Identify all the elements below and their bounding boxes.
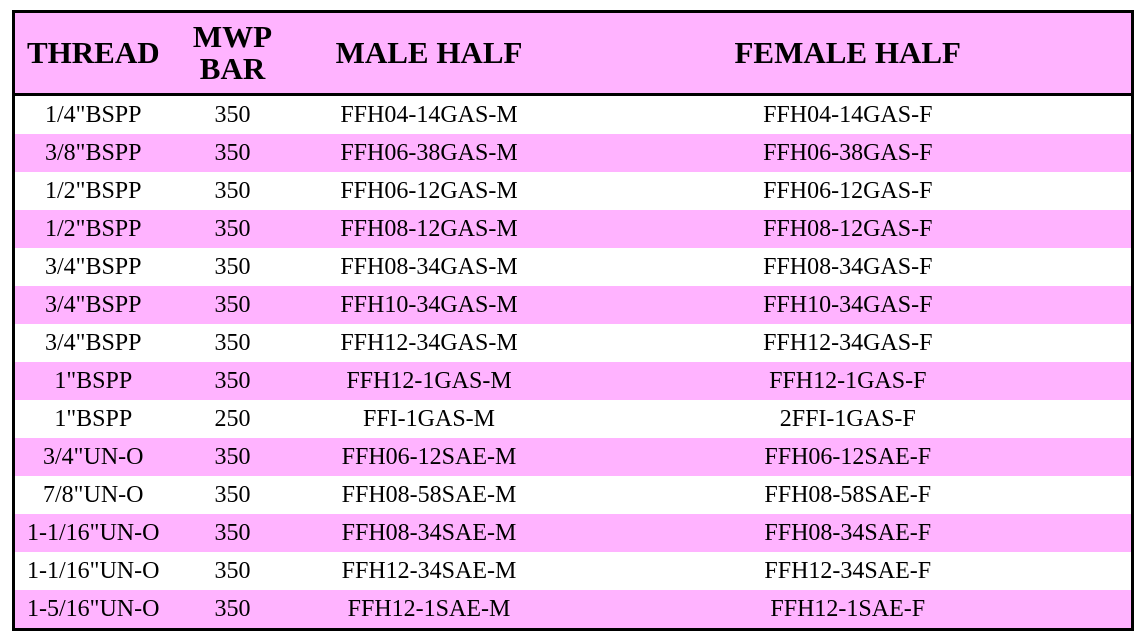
table-row: 1/2"BSPP 350 FFH08-12GAS-M FFH08-12GAS-F — [13, 210, 1133, 248]
header-cell: FEMALE HALF — [564, 11, 1133, 96]
table-cell: 2FFI-1GAS-F — [779, 405, 916, 432]
table-cell: FFH10-34GAS-M — [293, 286, 565, 324]
table-row: 1/4"BSPP 350 FFH04-14GAS-M FFH04-14GAS-F — [14, 95, 1133, 135]
table-cell: 1"BSPP — [54, 405, 133, 432]
table-cell: 1/2"BSPP — [13, 210, 172, 248]
table-cell: 350 — [214, 253, 251, 280]
table-cell: 350 — [171, 286, 294, 324]
fitting-table: THREAD MWP BAR MALE HALF FEMALE HALF 1/4"BS… — [12, 10, 1134, 631]
table-cell: FFH08-12GAS-F — [564, 210, 1133, 248]
table-row: 3/4"UN-O 350 FFH06-12SAE-M FFH06-12SAE-F — [13, 438, 1133, 476]
table-row: 1-1/16"UN-O 350 FFH12-34SAE-M FFH12-34SAE-F — [14, 552, 1133, 590]
table-row: 1-1/16"UN-O 350 FFH08-34SAE-M FFH08-34SAE-F — [13, 514, 1133, 552]
table-cell: 350 — [171, 514, 294, 552]
table-cell: 350 — [214, 481, 251, 508]
table-cell: FFH06-12SAE-F — [564, 438, 1133, 476]
table-cell: FFH12-1GAS-M — [293, 362, 565, 400]
header-cell: MWP BAR — [171, 11, 294, 96]
table-cell: 3/4"BSPP — [13, 286, 172, 324]
table-cell: FFH08-34GAS-F — [763, 253, 933, 280]
table-cell: 3/4"BSPP — [44, 329, 142, 356]
table-cell: 350 — [214, 101, 251, 128]
table-cell: FFH06-12GAS-M — [340, 177, 518, 204]
table-row: 7/8"UN-O 350 FFH08-58SAE-M FFH08-58SAE-F — [14, 476, 1133, 514]
table-cell: FFH04-14GAS-M — [340, 101, 518, 128]
table-cell: FFH08-34SAE-F — [564, 514, 1133, 552]
table-cell: FFH08-34SAE-M — [293, 514, 565, 552]
table-cell: FFH08-58SAE-F — [764, 481, 932, 508]
table-row: 1"BSPP 250 FFI-1GAS-M 2FFI-1GAS-F — [14, 400, 1133, 438]
table-cell: FFH12-1SAE-M — [293, 590, 565, 630]
table-cell: 350 — [171, 134, 294, 172]
table-cell: 250 — [214, 405, 251, 432]
table-cell: FFH12-34SAE-F — [764, 557, 932, 584]
table-cell: FFH08-34GAS-M — [340, 253, 518, 280]
table-cell: 3/8"BSPP — [13, 134, 172, 172]
table-cell: FFI-1GAS-M — [362, 405, 496, 432]
table-cell: FFH06-12GAS-F — [763, 177, 933, 204]
table-cell: FFH06-12SAE-M — [293, 438, 565, 476]
table-cell: 350 — [214, 557, 251, 584]
table-cell: 1-1/16"UN-O — [13, 514, 172, 552]
table-cell: 350 — [171, 590, 294, 630]
table-row: 1-5/16"UN-O 350 FFH12-1SAE-M FFH12-1SAE-F — [13, 590, 1133, 630]
table-cell: FFH12-1GAS-F — [564, 362, 1133, 400]
table-cell: 1/4"BSPP — [44, 101, 142, 128]
table-cell: 7/8"UN-O — [43, 481, 144, 508]
table-cell: FFH08-58SAE-M — [341, 481, 517, 508]
table-cell: 350 — [171, 362, 294, 400]
table-cell: FFH10-34GAS-F — [564, 286, 1133, 324]
header-row: THREAD MWP BAR MALE HALF FEMALE HALF — [13, 11, 1133, 96]
table-cell: FFH12-1SAE-F — [564, 590, 1133, 630]
table-cell: FFH06-38GAS-M — [293, 134, 565, 172]
table-cell: 350 — [214, 177, 251, 204]
table-cell: FFH12-34GAS-F — [763, 329, 933, 356]
table-cell: FFH12-34GAS-M — [340, 329, 518, 356]
header-cell: THREAD — [13, 11, 172, 96]
table-cell: 3/4"UN-O — [13, 438, 172, 476]
table-cell: FFH06-38GAS-F — [564, 134, 1133, 172]
table-cell: FFH08-12GAS-M — [293, 210, 565, 248]
header-cell: MALE HALF — [293, 11, 565, 96]
table-row: 3/4"BSPP 350 FFH10-34GAS-M FFH10-34GAS-F — [13, 286, 1133, 324]
table-cell: 1/2"BSPP — [44, 177, 142, 204]
table-row: 3/4"BSPP 350 FFH08-34GAS-M FFH08-34GAS-F — [14, 248, 1133, 286]
table-cell: 1-1/16"UN-O — [27, 557, 160, 584]
table-cell: FFH04-14GAS-F — [763, 101, 933, 128]
table-row: 1"BSPP 350 FFH12-1GAS-M FFH12-1GAS-F — [13, 362, 1133, 400]
table-body: 1/4"BSPP 350 FFH04-14GAS-M FFH04-14GAS-F 3/8… — [13, 95, 1133, 630]
table-cell: 1"BSPP — [13, 362, 172, 400]
table-row: 3/8"BSPP 350 FFH06-38GAS-M FFH06-38GAS-F — [13, 134, 1133, 172]
table-row: 1/2"BSPP 350 FFH06-12GAS-M FFH06-12GAS-F — [14, 172, 1133, 210]
table-row: 3/4"BSPP 350 FFH12-34GAS-M FFH12-34GAS-F — [14, 324, 1133, 362]
table-cell: 1-5/16"UN-O — [13, 590, 172, 630]
table-cell: FFH12-34SAE-M — [341, 557, 517, 584]
table-cell: 3/4"BSPP — [44, 253, 142, 280]
table-cell: 350 — [171, 438, 294, 476]
table-cell: 350 — [171, 210, 294, 248]
table-cell: 350 — [214, 329, 251, 356]
